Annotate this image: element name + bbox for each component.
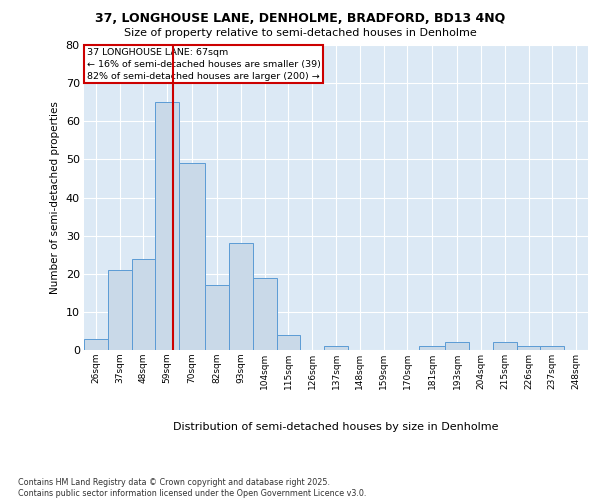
Bar bbox=[155, 102, 179, 350]
Bar bbox=[419, 346, 445, 350]
Text: Size of property relative to semi-detached houses in Denholme: Size of property relative to semi-detach… bbox=[124, 28, 476, 38]
Bar bbox=[445, 342, 469, 350]
Bar bbox=[84, 338, 108, 350]
Text: Contains HM Land Registry data © Crown copyright and database right 2025.
Contai: Contains HM Land Registry data © Crown c… bbox=[18, 478, 367, 498]
Bar bbox=[229, 244, 253, 350]
Y-axis label: Number of semi-detached properties: Number of semi-detached properties bbox=[50, 101, 60, 294]
Bar bbox=[179, 163, 205, 350]
Bar bbox=[108, 270, 131, 350]
Bar bbox=[277, 335, 301, 350]
Bar bbox=[131, 258, 155, 350]
Bar bbox=[541, 346, 564, 350]
Text: 37 LONGHOUSE LANE: 67sqm
← 16% of semi-detached houses are smaller (39)
82% of s: 37 LONGHOUSE LANE: 67sqm ← 16% of semi-d… bbox=[86, 48, 320, 80]
Text: 37, LONGHOUSE LANE, DENHOLME, BRADFORD, BD13 4NQ: 37, LONGHOUSE LANE, DENHOLME, BRADFORD, … bbox=[95, 12, 505, 26]
Bar bbox=[517, 346, 541, 350]
Bar bbox=[324, 346, 348, 350]
Bar bbox=[205, 285, 229, 350]
Text: Distribution of semi-detached houses by size in Denholme: Distribution of semi-detached houses by … bbox=[173, 422, 499, 432]
Bar bbox=[493, 342, 517, 350]
Bar bbox=[253, 278, 277, 350]
